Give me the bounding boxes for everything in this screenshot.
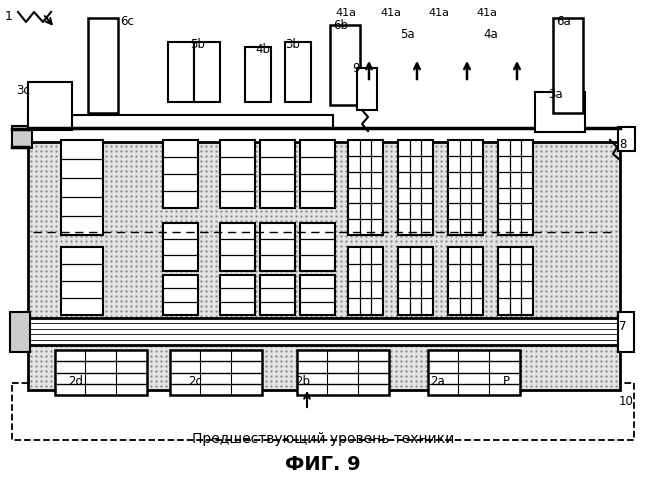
Text: 41a: 41a	[428, 8, 449, 18]
Bar	[220, 275, 255, 315]
Text: ФИГ. 9: ФИГ. 9	[285, 455, 361, 474]
Text: P: P	[503, 375, 510, 388]
Bar	[260, 223, 295, 271]
Bar	[297, 350, 389, 395]
Text: Предшествующий уровень техники: Предшествующий уровень техники	[192, 432, 454, 446]
Bar	[170, 350, 262, 395]
Bar	[398, 247, 433, 315]
Bar	[220, 223, 255, 271]
Bar	[55, 350, 147, 395]
Bar	[10, 312, 30, 352]
Bar	[357, 68, 377, 110]
Bar	[330, 25, 360, 105]
Bar	[398, 140, 433, 235]
Bar	[428, 350, 520, 395]
Text: 8: 8	[619, 138, 626, 151]
Text: 41a: 41a	[335, 8, 356, 18]
Bar	[498, 247, 533, 315]
Text: 3c: 3c	[16, 84, 30, 96]
Bar	[260, 140, 295, 208]
Text: 2c: 2c	[188, 375, 202, 388]
Text: 10: 10	[619, 395, 634, 408]
Text: 41a: 41a	[476, 8, 497, 18]
Bar	[348, 247, 383, 315]
Text: 2d: 2d	[68, 375, 83, 388]
Bar	[28, 82, 72, 130]
Bar	[28, 318, 620, 345]
Bar	[220, 140, 255, 208]
Bar	[28, 128, 620, 142]
Text: 6c: 6c	[120, 15, 134, 28]
Bar	[448, 247, 483, 315]
Text: 6a: 6a	[556, 15, 571, 28]
Text: 5b: 5b	[190, 38, 205, 51]
Bar	[300, 140, 335, 208]
Text: 2a: 2a	[430, 375, 444, 388]
Text: 4a: 4a	[483, 28, 498, 41]
Bar	[61, 247, 103, 315]
Bar	[535, 92, 585, 132]
Text: 9: 9	[352, 62, 360, 75]
Bar	[168, 42, 194, 102]
Text: 41a: 41a	[380, 8, 401, 18]
Bar	[260, 275, 295, 315]
Text: 4b: 4b	[255, 43, 270, 56]
Bar	[61, 140, 103, 235]
Bar	[348, 140, 383, 235]
Bar	[163, 140, 198, 208]
Bar	[618, 127, 635, 151]
Text: 5a: 5a	[400, 28, 415, 41]
Bar	[163, 223, 198, 271]
Bar	[194, 42, 220, 102]
Bar	[300, 275, 335, 315]
Bar	[88, 18, 118, 113]
Bar	[245, 47, 271, 102]
Bar	[285, 42, 311, 102]
Bar	[448, 140, 483, 235]
Text: 3b: 3b	[285, 38, 300, 51]
Bar	[163, 275, 198, 315]
Text: 1: 1	[5, 10, 13, 23]
Text: 2b: 2b	[295, 375, 310, 388]
Bar	[498, 140, 533, 235]
Bar	[553, 18, 583, 113]
Text: 3a: 3a	[548, 88, 563, 101]
Bar	[12, 126, 32, 148]
Bar	[28, 128, 620, 390]
Text: 6b: 6b	[333, 19, 348, 32]
Bar	[28, 115, 333, 128]
Text: 7: 7	[619, 320, 626, 333]
Bar	[12, 383, 634, 440]
Bar	[300, 223, 335, 271]
Bar	[618, 312, 634, 352]
